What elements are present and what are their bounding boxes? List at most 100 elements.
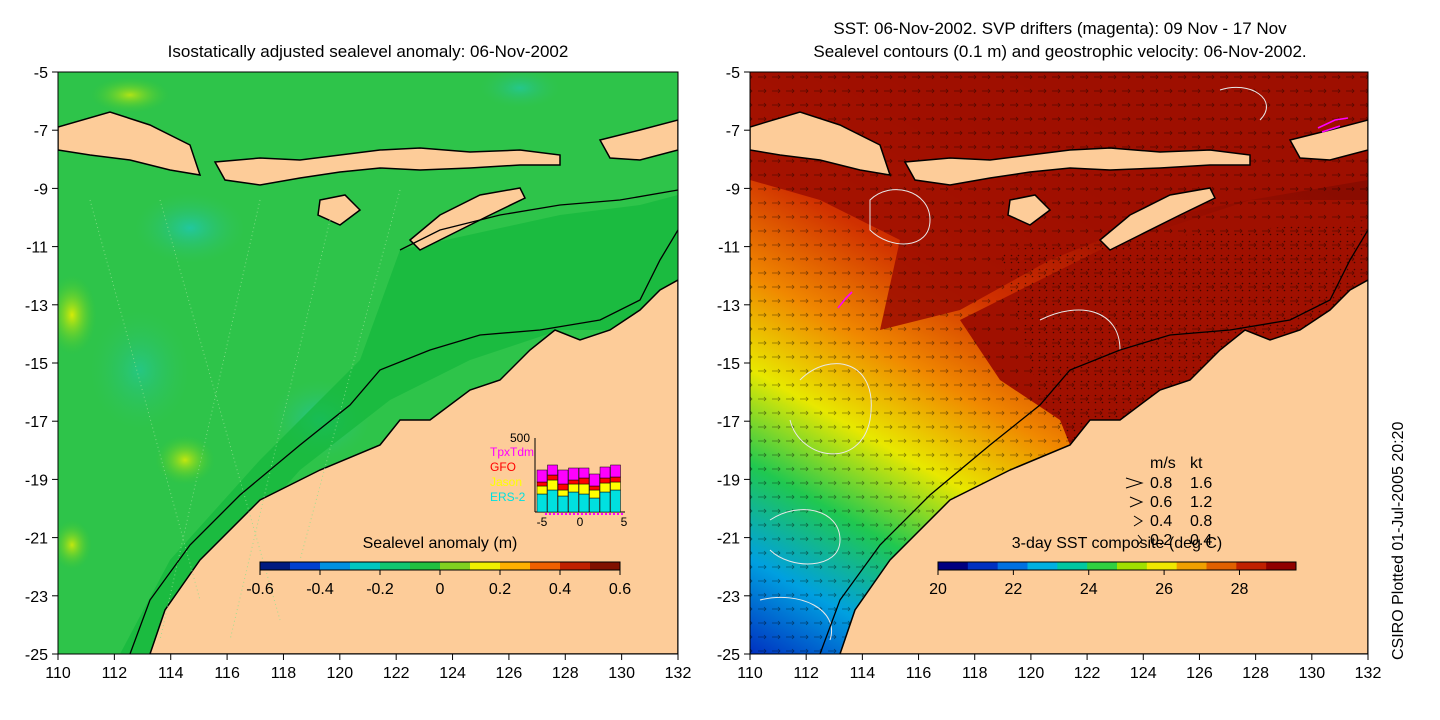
sealevel-colorbar-swatch (290, 562, 321, 570)
sst-colorbar-swatch (1236, 562, 1267, 570)
left-xtick-114: 114 (158, 665, 184, 682)
right-xtick-116: 116 (906, 665, 932, 682)
sealevel-colorbar-swatch (470, 562, 501, 570)
right-xtick-122: 122 (1074, 665, 1101, 682)
right-ytick--19: -19 (717, 472, 740, 489)
velocity-key-arrow (1129, 496, 1144, 508)
sst-colorbar-swatch (967, 562, 999, 570)
left-ytick--17: -17 (25, 414, 48, 431)
sealevel-colorbar-tick--0.2: -0.2 (366, 581, 394, 598)
right-xtick-128: 128 (1242, 665, 1269, 682)
left-ytick--19: -19 (25, 472, 48, 489)
velocity-key-kt: 0.8 (1190, 513, 1212, 530)
velocity-key-ms: 0.2 (1150, 532, 1172, 549)
left-ytick--7: -7 (34, 123, 48, 140)
sealevel-colorbar-tick-0.4: 0.4 (549, 581, 571, 598)
velocity-key-ms: 0.8 (1150, 475, 1172, 492)
sealevel-colorbar-tick-0.6: 0.6 (609, 581, 631, 598)
left-xtick-132: 132 (665, 665, 692, 682)
velocity-key-kt: 0.4 (1190, 532, 1212, 549)
sst-colorbar-tick-22: 22 (1004, 581, 1022, 598)
inset-legend-tpxtdm: TpxTdm (490, 445, 534, 459)
velocity-key-ms: 0.6 (1150, 494, 1172, 511)
left-xtick-120: 120 (326, 665, 353, 682)
sealevel-colorbar-swatch (260, 562, 291, 570)
australia-landmass-sst (839, 279, 1368, 654)
left-ytick--23: -23 (25, 589, 48, 606)
right-ytick--7: -7 (726, 123, 740, 140)
left-ytick--13: -13 (25, 298, 48, 315)
sealevel-colorbar-swatch (320, 562, 351, 570)
left-y-axis: -5 -7 -9 -11 -13 -15 -17 -19 -21 -23 -25 (25, 65, 58, 664)
right-ytick--25: -25 (717, 647, 740, 664)
velocity-key-unit-ms: m/s (1150, 455, 1176, 472)
left-ytick--25: -25 (25, 647, 48, 664)
left-x-axis: 110 112 114 116 118 120 122 124 126 128 130 132 (45, 654, 691, 682)
right-y-axis: -5 -7 -9 -11 -13 -15 -17 -19 -21 -23 -25 (717, 65, 750, 664)
sealevel-colorbar-tick-0: 0 (436, 581, 445, 598)
right-map-title-line2: Sealevel contours (0.1 m) and geostrophi… (813, 42, 1307, 61)
sst-colorbar-tick-28: 28 (1231, 581, 1249, 598)
sealevel-colorbar-swatch (350, 562, 381, 570)
sealevel-colorbar: Sealevel anomaly (m) -0.6 -0.4 -0.2 0 0.2 0.4… (246, 535, 631, 598)
velocity-key-arrow (1137, 534, 1143, 546)
left-xtick-116: 116 (214, 665, 240, 682)
sealevel-colorbar-swatch (590, 562, 621, 570)
sst-colorbar-swatch (1027, 562, 1058, 570)
right-xtick-130: 130 (1298, 665, 1325, 682)
java-island (58, 111, 202, 176)
sealevel-colorbar-title: Sealevel anomaly (m) (363, 535, 518, 552)
velocity-key-arrow (1125, 477, 1144, 489)
left-ytick--5: -5 (34, 65, 48, 82)
sst-colorbar: 3-day SST composite (deg C) 20 22 24 26 28 (929, 535, 1297, 598)
right-ytick--9: -9 (726, 181, 740, 198)
right-xtick-112: 112 (793, 665, 819, 682)
left-ytick--9: -9 (34, 181, 48, 198)
velocity-key-arrow (1133, 515, 1143, 527)
sst-colorbar-swatch (1176, 562, 1207, 570)
sst-colorbar-tick-26: 26 (1155, 581, 1173, 598)
timor-island (408, 187, 527, 251)
sealevel-colorbar-swatch (530, 562, 561, 570)
right-xtick-124: 124 (1130, 665, 1157, 682)
sealevel-colorbar-swatch (500, 562, 531, 570)
right-xtick-110: 110 (737, 665, 763, 682)
left-xtick-122: 122 (383, 665, 410, 682)
right-xtick-118: 118 (962, 665, 988, 682)
velocity-key-kt: 1.2 (1190, 494, 1212, 511)
right-ytick--11: -11 (718, 240, 740, 257)
right-ytick--17: -17 (717, 414, 740, 431)
sealevel-colorbar-tick--0.6: -0.6 (246, 581, 274, 598)
right-xtick-114: 114 (850, 665, 876, 682)
sealevel-colorbar-tick--0.4: -0.4 (306, 581, 334, 598)
inset-xtick-5: 5 (621, 515, 628, 529)
sst-colorbar-swatch (997, 562, 1028, 570)
right-ytick--15: -15 (717, 356, 740, 373)
right-ytick--21: -21 (717, 531, 740, 548)
velocity-scale-key: m/s kt 0.8 1.6 0.6 1.2 0.4 0.8 0.2 0.4 (1125, 455, 1212, 549)
sealevel-colorbar-tick-0.2: 0.2 (489, 581, 511, 598)
inset-legend-ers-2: ERS-2 (490, 490, 526, 504)
right-x-axis: 110 112 114 116 118 120 122 124 126 128 130 132 (737, 654, 1381, 682)
inset-xtick-0: 0 (577, 515, 584, 529)
right-xtick-120: 120 (1018, 665, 1045, 682)
left-map-title: Isostatically adjusted sealevel anomaly:… (167, 42, 569, 61)
right-xtick-126: 126 (1186, 665, 1213, 682)
sealevel-map-svg: 110 112 114 116 118 120 122 124 126 128 130 132 -5-… (25, 65, 692, 682)
right-ytick--5: -5 (726, 65, 740, 82)
sealevel-colorbar-swatch (380, 562, 411, 570)
csiro-credit: CSIRO Plotted 01-Jul-2005 20:20 (1390, 421, 1407, 660)
sealevel-colorbar-swatch (440, 562, 471, 570)
sealevel-anomaly-map: 110 112 114 116 118 120 122 124 126 128 130 132 -5-… (0, 0, 700, 720)
inset-legend-jason: Jason (490, 475, 522, 489)
sst-colorbar-swatch (1117, 562, 1148, 570)
sst-colorbar-swatch (1206, 562, 1237, 570)
sealevel-colorbar-swatch (560, 562, 591, 570)
sumba-island (317, 194, 362, 226)
sst-colorbar-title: 3-day SST composite (deg C) (1012, 535, 1222, 552)
sst-colorbar-swatch (938, 562, 969, 570)
sst-colorbar-tick-24: 24 (1080, 581, 1098, 598)
sst-colorbar-swatch (1266, 562, 1297, 570)
